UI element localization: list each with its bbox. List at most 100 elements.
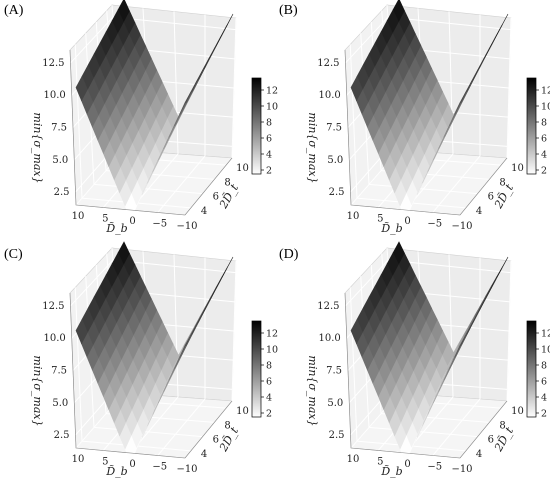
x-tick-label: 5 [102,214,108,225]
grid-line [173,11,179,155]
colorbar-tick-label: 8 [541,361,547,372]
colorbar-tick-label: 12 [266,329,278,340]
colorbar-tick-label: 8 [541,118,547,129]
surface-patch [75,75,88,102]
colorbar-tick-label: 4 [266,393,272,404]
colorbar-tick-label: 10 [541,102,550,113]
z-tick-label: 2.5 [54,187,70,198]
x-tick-label: 5 [377,214,383,225]
x-tick-label: 0 [404,216,410,227]
panel-label: (B) [279,3,298,18]
surface [350,241,509,463]
panel-label: (C) [4,247,23,262]
colorbar-tick-label: 12 [266,86,278,97]
axis-line-y [459,157,508,216]
y-tick-label: 6 [488,435,494,446]
colorbar-tick-label: 6 [266,377,272,388]
grid-line [349,287,358,442]
grid-line [506,260,512,402]
z-tick-label: 5.0 [327,398,343,409]
colorbar-tick-label: 4 [266,150,272,161]
colorbar-tick-label: 8 [266,361,272,372]
y-tick-label: 4 [476,206,482,217]
z-tick-label: 10.0 [43,333,65,344]
z-tick-label: 10.0 [318,90,340,101]
chart-panel: (A)r̃ = 0.22.55.07.510.012.51050−5−10468… [4,0,278,235]
x-axis-label: D̃_b [105,465,127,478]
colorbar [251,320,262,418]
x-tick-label: −10 [451,221,472,232]
y-tick-label: 4 [201,449,207,460]
y-tick-label: 6 [213,435,219,446]
y-axis-label: 2D̃_t [216,424,241,454]
y-axis-label: 2D̃_t [216,181,241,211]
chart-panel: (C)r̃ = 1.52.55.07.510.012.51050−5−10468… [4,241,278,478]
x-tick-label: 10 [347,454,360,465]
x-axis-label: D̃_b [105,222,127,235]
x-axis-label: D̃_b [380,465,402,478]
colorbar-tick-label: 10 [266,345,278,356]
y-tick-label: 4 [201,206,207,217]
z-tick-label: 12.5 [42,58,64,69]
colorbar-tick-label: 12 [541,329,550,340]
y-axis-label: 2D̃_t [491,181,516,211]
grid-line [432,398,481,456]
y-tick-label: 10 [236,406,249,417]
colorbar-tick-label: 2 [266,166,272,177]
z-axis-label: min{σ_max} [31,112,44,183]
y-tick-label: 8 [499,177,505,188]
axis-line-z [344,292,352,449]
colorbar-tick-label: 6 [266,134,272,145]
grid-line [74,44,83,199]
axis-line-z [344,49,352,206]
z-tick-label: 7.5 [326,123,342,134]
grid-line [173,254,179,398]
z-axis-label: min{σ_max} [31,355,44,426]
y-tick-label: 8 [499,420,505,431]
x-tick-label: −10 [451,464,472,475]
x-tick-label: 10 [72,454,85,465]
x-tick-label: −10 [176,221,197,232]
z-tick-label: 7.5 [51,123,67,134]
x-tick-label: −5 [427,219,442,230]
x-tick-label: 10 [347,211,360,222]
x-tick-label: 5 [377,457,383,468]
x-tick-label: −5 [152,462,167,473]
axis-line-x [350,447,461,459]
z-axis-label: min{σ_max} [306,112,319,183]
z-tick-label: 5.0 [52,398,68,409]
colorbar-tick-label: 8 [266,118,272,129]
z-tick-label: 2.5 [54,430,70,441]
surface-patch [75,318,88,345]
y-tick-label: 6 [488,192,494,203]
z-tick-label: 7.5 [326,366,342,377]
z-tick-label: 5.0 [52,155,68,166]
x-tick-label: 10 [72,211,85,222]
grid-line [448,254,454,398]
z-tick-label: 7.5 [51,366,67,377]
x-tick-label: 0 [129,216,135,227]
z-tick-label: 10.0 [43,90,65,101]
colorbar-tick-label: 10 [541,345,550,356]
x-tick-label: −10 [176,464,197,475]
axis-line-x [350,204,461,216]
colorbar [526,320,537,418]
grid-line [349,44,358,199]
z-tick-label: 5.0 [327,155,343,166]
axis-line-z [69,292,77,449]
panel-label: (D) [279,247,299,262]
chart-panel: (B)r̃ = 1.02.55.07.510.012.51050−5−10468… [279,0,550,235]
chart-panel: (D)r̃ = 1.82.55.07.510.012.51050−5−10468… [279,241,550,478]
x-tick-label: 5 [102,457,108,468]
y-tick-label: 4 [476,449,482,460]
z-tick-label: 10.0 [318,333,340,344]
axis-line-z [69,49,77,206]
x-axis-label: D̃_b [380,222,402,235]
colorbar [526,77,537,175]
grid-line [231,17,237,159]
colorbar-tick-label: 4 [541,393,547,404]
grid-line [448,11,454,155]
x-tick-label: 0 [129,459,135,470]
x-tick-label: −5 [427,462,442,473]
